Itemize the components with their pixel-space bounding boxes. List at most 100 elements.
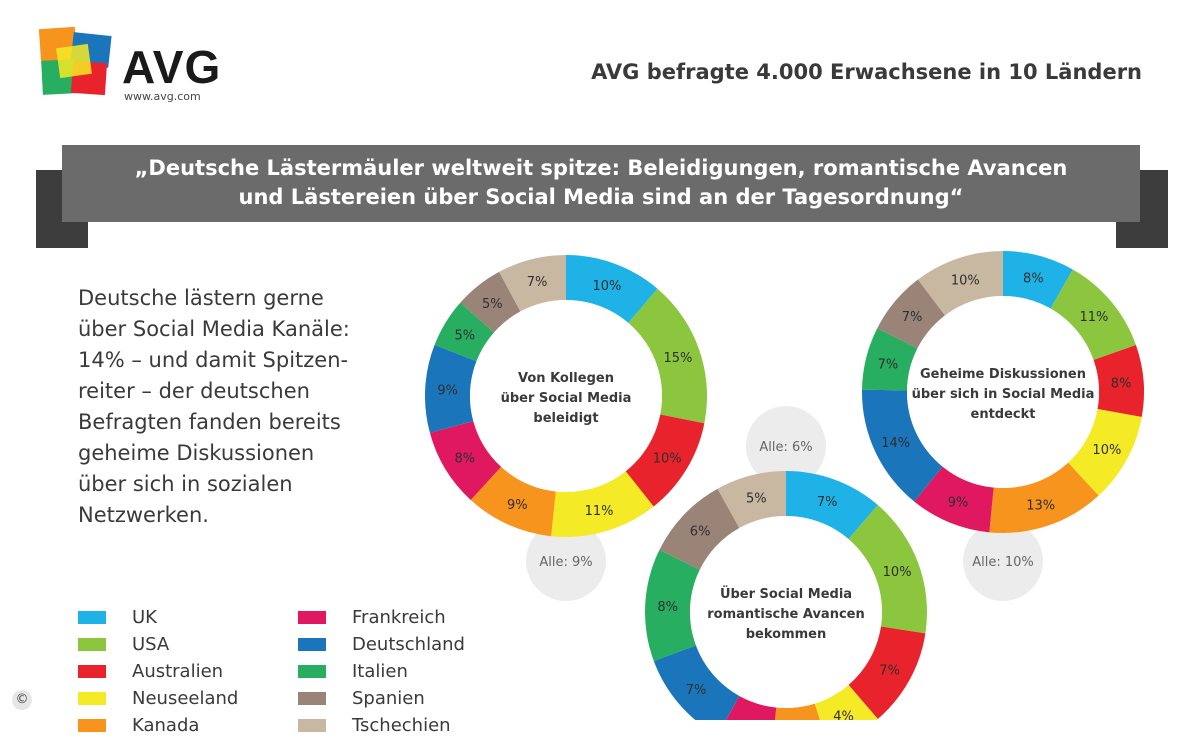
donut-title-line: Geheime Diskussionen: [920, 367, 1086, 382]
segment-value-label: 8%: [1111, 376, 1132, 391]
donut-title-line: über sich in Social Media: [912, 387, 1095, 402]
intro-line: Netzwerken.: [78, 503, 209, 527]
segment-value-label: 5%: [454, 328, 475, 343]
donut-segment-australien: [848, 626, 926, 719]
legend-item: USA: [78, 631, 169, 657]
avg-logo-url: www.avg.com: [124, 90, 201, 103]
donut-segment-frankreich: [429, 421, 502, 501]
avg-logo: AVG www.avg.com: [36, 24, 236, 104]
legend-label: USA: [132, 633, 170, 655]
donut-segment-deutschland: [862, 389, 943, 502]
average-bubble: [526, 521, 606, 601]
donut-segment-spanien: [877, 279, 946, 349]
donut-segment-uk: [566, 255, 658, 323]
donut-title-line: entdeckt: [971, 407, 1036, 422]
donut-segment-italien: [434, 302, 495, 362]
donut-charts: Alle: 9% 10% 15% 10% 11% 9% 8% 9% 5% 5% 7% Von Koll…: [424, 251, 1144, 720]
donut-segment-kanada: [775, 703, 820, 720]
intro-line: Befragten fanden bereits: [78, 410, 341, 434]
donut-segment-usa: [1050, 269, 1136, 360]
segment-value-label: 10%: [593, 279, 622, 294]
donut-segment-frankreich: [914, 466, 994, 533]
average-label: Alle: 10%: [972, 555, 1034, 570]
legend-swatch: [78, 664, 106, 678]
segment-value-label: 8%: [1023, 271, 1044, 286]
donut-title-line: beleidigt: [533, 411, 598, 426]
legend-swatch: [78, 718, 106, 732]
donut-segment-deutschland: [653, 645, 740, 720]
donut-segment-neuseeland: [814, 684, 878, 720]
donut-title-line: Von Kollegen: [518, 371, 614, 386]
donut-title-line: Über Social Media: [720, 586, 852, 602]
average-label: Alle: 9%: [539, 555, 592, 570]
intro-line: geheime Diskussionen: [78, 441, 315, 465]
intro-line: 14% – und damit Spitzen-: [78, 348, 349, 372]
donut-segment-uk: [786, 471, 878, 540]
legend-swatch: [78, 691, 106, 705]
donut-segment-usa: [848, 505, 927, 634]
legend-swatch: [78, 610, 106, 624]
donut-segment-uk: [1003, 251, 1073, 309]
headline-line-2: und Lästereien über Social Media sind an…: [238, 185, 964, 209]
segment-value-label: 11%: [1079, 310, 1108, 325]
average-bubble: [963, 521, 1043, 601]
segment-value-label: 5%: [746, 491, 767, 506]
legend-item: Australien: [78, 658, 223, 684]
segment-value-label: 7%: [527, 275, 548, 290]
segment-value-label: 7%: [878, 357, 899, 372]
donut-chart-1: Alle: 9% 10% 15% 10% 11% 9% 8% 9% 5% 5% 7% Von Koll…: [424, 255, 707, 601]
segment-value-label: 8%: [454, 452, 475, 467]
segment-value-label: 14%: [881, 436, 910, 451]
intro-text: Deutsche lästern gerne über Social Media…: [78, 283, 388, 531]
legend-swatch: [298, 664, 326, 678]
legend-swatch: [298, 691, 326, 705]
headline-line-1: „Deutsche Lästermäuler weltweit spitze: …: [134, 156, 1068, 180]
donut-segment-tschechien: [499, 255, 566, 312]
segment-value-label: 13%: [1026, 498, 1055, 513]
legend-label: UK: [132, 606, 157, 628]
segment-value-label: 5%: [482, 297, 503, 312]
legend-item: Neuseeland: [78, 685, 238, 711]
segment-value-label: 8%: [657, 600, 678, 615]
donut-title-line: bekommen: [746, 627, 827, 642]
survey-note: AVG befragte 4.000 Erwachsene in 10 Länd…: [591, 60, 1142, 84]
segment-value-label: 7%: [817, 495, 838, 510]
donut-segment-australien: [1093, 344, 1144, 417]
donut-segment-neuseeland: [1068, 409, 1142, 496]
segment-value-label: 4%: [833, 710, 854, 720]
segment-value-label: 10%: [951, 274, 980, 289]
donut-chart-3: Alle: 6%7%10%7%4%4%4%7%8%6%5%Über Social…: [645, 406, 927, 720]
segment-value-label: 9%: [948, 496, 969, 511]
segment-value-label: 7%: [902, 310, 923, 325]
segment-value-label: 10%: [883, 565, 912, 580]
donut-center: [690, 516, 882, 708]
avg-logo-mark-icon: [38, 26, 112, 96]
donut-segment-usa: [628, 288, 707, 424]
donut-segment-tschechien: [717, 471, 786, 529]
legend-label: Italien: [352, 660, 408, 682]
copyright-icon: ©: [12, 690, 32, 710]
donut-title-line: über Social Media: [501, 391, 632, 406]
donut-segment-deutschland: [424, 344, 477, 433]
average-bubble: [746, 406, 826, 486]
legend-label: Spanien: [352, 687, 425, 709]
segment-value-label: 9%: [507, 498, 528, 513]
donut-segment-australien: [625, 414, 705, 507]
legend-label: Neuseeland: [132, 687, 239, 709]
segment-value-label: 10%: [1092, 443, 1121, 458]
legend-label: Deutschland: [352, 633, 465, 655]
legend-swatch: [78, 637, 106, 651]
intro-line: über sich in sozialen: [78, 472, 293, 496]
donut-center: [470, 300, 662, 492]
legend-item: UK: [78, 604, 157, 630]
legend-swatch: [298, 718, 326, 732]
donut-title-line: romantische Avancen: [707, 607, 865, 622]
legend-item: Spanien: [298, 685, 425, 711]
average-label: Alle: 6%: [759, 440, 812, 455]
segment-value-label: 11%: [585, 504, 614, 519]
intro-line: über Social Media Kanäle:: [78, 317, 350, 341]
legend-swatch: [298, 637, 326, 651]
donut-segment-kanada: [470, 466, 556, 537]
legend-item: Frankreich: [298, 604, 446, 630]
donut-segment-tschechien: [917, 251, 1003, 316]
